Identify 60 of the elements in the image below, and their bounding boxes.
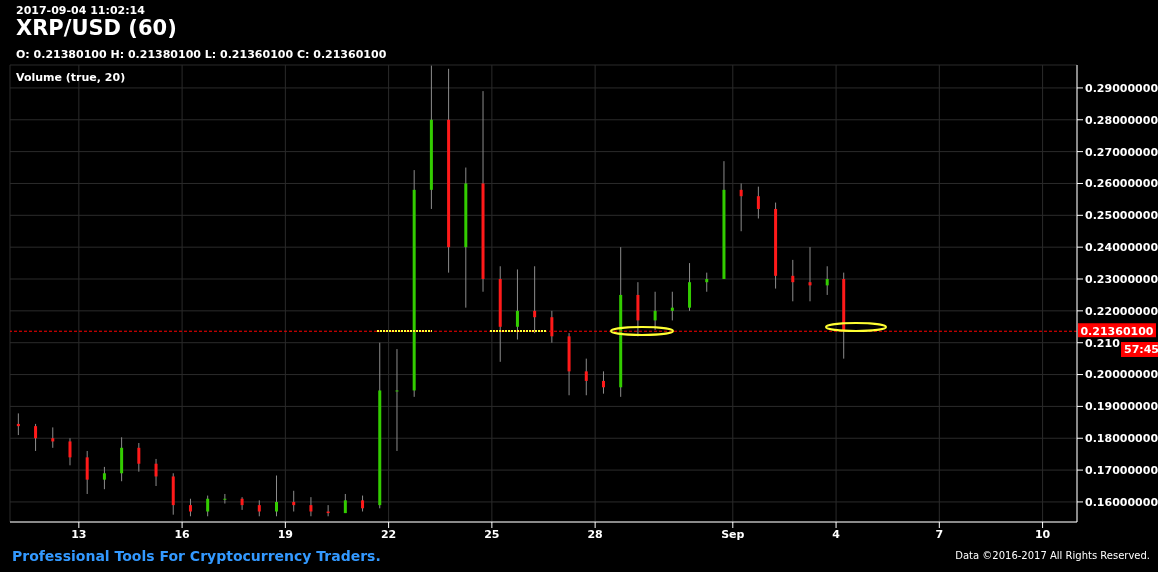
- chart-subtitle: O: 0.21380100 H: 0.21380100 L: 0.21360100 C: 0.21360100: [16, 48, 387, 61]
- y-tick-label: 0.23000000: [1085, 272, 1158, 286]
- candlestick: [240, 496, 244, 511]
- text: 57:45: [1121, 342, 1158, 357]
- y-tick-label: 0.20000000: [1085, 368, 1158, 382]
- candlestick: [653, 291, 657, 331]
- y-tick-label: 0.16000000: [1085, 495, 1158, 509]
- x-tick-label: 16: [174, 527, 191, 541]
- y-tick-label: 0.18000000: [1085, 432, 1158, 446]
- candlestick: [808, 246, 812, 302]
- text: Professional Tools For Cryptocurrency Traders.: [12, 548, 381, 564]
- candlestick: [206, 495, 210, 517]
- candlestick: [739, 182, 743, 232]
- candlestick: [533, 265, 537, 334]
- x-tick-label: 22: [380, 527, 397, 541]
- candlestick: [137, 442, 141, 473]
- y-tick-label: 0.19000000: [1085, 400, 1158, 414]
- x-tick-label: 10: [1034, 527, 1051, 541]
- candlestick: [223, 493, 227, 505]
- x-tick-label: 7: [935, 527, 944, 541]
- candlestick: [309, 496, 313, 517]
- candlestick: [705, 272, 709, 293]
- candlestick: [515, 268, 519, 341]
- candlestick: [326, 504, 330, 517]
- candlestick: [68, 437, 72, 466]
- candlestick: [825, 265, 829, 296]
- y-tick-label: 0.28000000: [1085, 113, 1158, 127]
- candlestick: [550, 310, 554, 344]
- candlestick: [34, 423, 38, 452]
- x-tick-label: Sep: [721, 527, 745, 541]
- annotation: Volume (true, 20): [16, 71, 126, 84]
- ref-line-label: 0.21360100: [1080, 325, 1154, 339]
- candlestick: [601, 370, 605, 395]
- candlestick: [85, 450, 89, 495]
- chart-title: XRP/USD (60): [16, 16, 177, 40]
- y-tick-label: 0.24000000: [1085, 241, 1158, 255]
- y-tick-label: 0.27000000: [1085, 145, 1158, 159]
- candlestick: [275, 475, 278, 517]
- candlestick: [292, 490, 296, 512]
- x-tick-label: 4: [832, 527, 841, 541]
- text: 2017-09-04 11:02:14: [16, 4, 145, 17]
- x-tick-label: 25: [484, 527, 500, 541]
- candlestick: [670, 291, 674, 321]
- y-tick-label: 0.22000000: [1085, 304, 1158, 318]
- x-tick-label: 13: [71, 527, 87, 541]
- candlestick: [756, 186, 760, 219]
- candlestick: [102, 466, 106, 490]
- candlestick: [395, 348, 399, 452]
- y-tick-label: 0.26000000: [1085, 177, 1158, 191]
- candlestick: [154, 458, 158, 487]
- x-tick-label: 28: [587, 527, 603, 541]
- y-tick-label: 0.29000000: [1085, 81, 1158, 95]
- x-tick-label: 19: [277, 527, 294, 541]
- y-tick-label: 0.17000000: [1085, 463, 1158, 477]
- candlestick: [791, 259, 795, 302]
- candlestick: [584, 358, 588, 396]
- y-tick-label: 0.25000000: [1085, 209, 1158, 223]
- candlestick: [51, 426, 55, 449]
- text: Data ©2016-2017 All Rights Reserved.: [955, 550, 1150, 561]
- y-tick-label: 0.210: [1085, 336, 1121, 350]
